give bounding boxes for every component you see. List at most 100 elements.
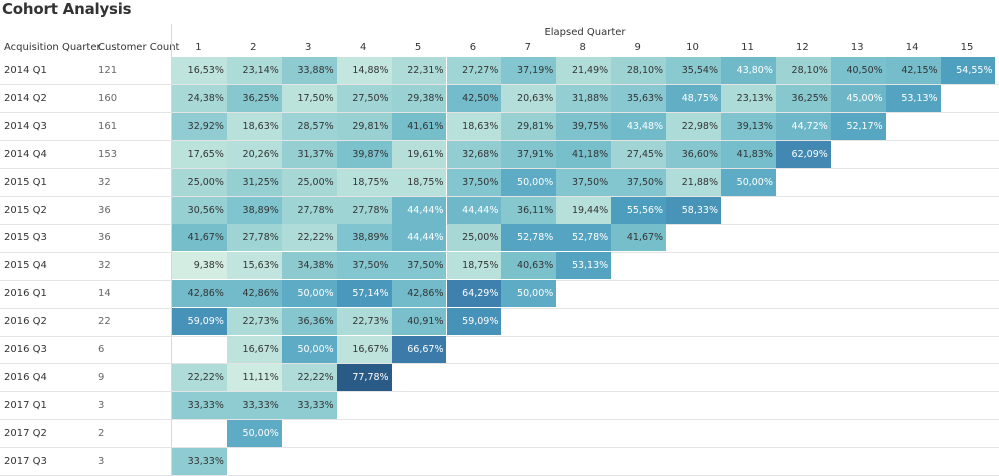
acquisition-quarter-label: 2015 Q1 — [4, 176, 47, 188]
row-divider — [0, 447, 999, 449]
heatmap-cell: 52,78% — [501, 224, 557, 252]
customer-count-value: 3 — [98, 399, 105, 411]
heatmap-cell: 19,61% — [391, 140, 447, 168]
heatmap-cell: 37,19% — [501, 57, 557, 84]
heatmap-cell: 44,72% — [775, 112, 831, 140]
header-divider — [171, 24, 172, 475]
acquisition-quarter-label: 2016 Q4 — [4, 371, 47, 383]
heatmap-cell: 25,00% — [281, 168, 337, 196]
heatmap-cell: 22,22% — [172, 363, 227, 391]
heatmap-cell: 29,38% — [391, 84, 447, 112]
customer-count-value: 3 — [98, 455, 105, 467]
heatmap-cell: 28,10% — [611, 57, 667, 84]
heatmap-cell: 31,88% — [556, 84, 612, 112]
heatmap-cell: 33,88% — [281, 57, 337, 84]
heatmap-cell: 35,54% — [666, 57, 721, 84]
heatmap-cell: 17,50% — [281, 84, 337, 112]
heatmap-cell: 39,13% — [721, 112, 776, 140]
heatmap-cell: 52,78% — [556, 224, 612, 252]
heatmap-cell: 22,98% — [666, 112, 721, 140]
heatmap-cell: 37,50% — [336, 252, 392, 280]
heatmap-cell: 50,00% — [281, 336, 337, 363]
column-label: 3 — [305, 42, 312, 53]
heatmap-cell: 66,67% — [391, 336, 447, 363]
column-label: 5 — [414, 42, 422, 53]
heatmap-cell: 39,87% — [336, 140, 392, 168]
heatmap-cell: 28,57% — [281, 112, 337, 140]
heatmap-cell: 20,26% — [226, 140, 282, 168]
heatmap-cell: 40,50% — [830, 57, 886, 84]
heatmap-cell: 19,44% — [556, 196, 612, 224]
heatmap-cell: 24,38% — [172, 84, 227, 112]
heatmap-cell: 27,27% — [446, 57, 502, 84]
acquisition-quarter-label: 2017 Q3 — [4, 455, 47, 467]
heatmap-cell: 44,44% — [446, 196, 502, 224]
heatmap-cell: 36,25% — [226, 84, 282, 112]
heatmap-cell: 18,75% — [336, 168, 392, 196]
column-label: 9 — [634, 42, 641, 53]
heatmap-cell: 31,25% — [226, 168, 282, 196]
heatmap-cell: 42,86% — [226, 280, 282, 308]
customer-count-value: 161 — [98, 120, 118, 132]
heatmap-cell: 62,09% — [775, 140, 831, 168]
customer-count-value: 36 — [98, 204, 111, 216]
heatmap-cell: 40,63% — [501, 252, 557, 280]
heatmap-cell: 22,73% — [226, 308, 282, 336]
customer-count-value: 14 — [98, 288, 111, 300]
heatmap-cell: 23,13% — [721, 84, 776, 112]
heatmap-cell: 33,33% — [281, 391, 337, 419]
heatmap-cell: 42,50% — [446, 84, 502, 112]
heatmap-cell: 22,22% — [281, 363, 337, 391]
heatmap-cell: 64,29% — [446, 280, 502, 308]
heatmap-cell: 44,44% — [391, 196, 447, 224]
heatmap-cell: 50,00% — [281, 280, 337, 308]
column-label: 8 — [579, 42, 586, 53]
heatmap-cell: 27,78% — [281, 196, 337, 224]
acquisition-quarter-label: 2014 Q1 — [4, 65, 47, 76]
heatmap-cell: 53,13% — [885, 84, 941, 112]
heatmap-cell: 41,67% — [611, 224, 667, 252]
heatmap-cell: 37,50% — [556, 168, 612, 196]
heatmap-cell: 55,56% — [611, 196, 667, 224]
customer-count-value: 32 — [98, 176, 111, 188]
heatmap-cell: 41,61% — [391, 112, 447, 140]
heatmap-cell: 35,63% — [611, 84, 667, 112]
customer-count-value: 9 — [98, 371, 105, 383]
heatmap-cell: 20,63% — [501, 84, 557, 112]
heatmap-cell: 21,88% — [666, 168, 721, 196]
heatmap-cell: 22,22% — [281, 224, 337, 252]
heatmap-cell: 50,00% — [226, 419, 282, 447]
heatmap-cell: 16,67% — [226, 336, 282, 363]
column-label: 6 — [469, 42, 477, 53]
heatmap-cell: 29,81% — [501, 112, 557, 140]
heatmap-cell: 45,00% — [830, 84, 886, 112]
heatmap-cell: 29,81% — [336, 112, 392, 140]
customer-count-value: 6 — [98, 344, 105, 355]
column-label: 14 — [905, 42, 919, 53]
heatmap-cell: 41,67% — [172, 224, 227, 252]
heatmap-cell: 50,00% — [501, 168, 557, 196]
heatmap-cell: 59,09% — [446, 308, 502, 336]
heatmap-cell: 77,78% — [336, 363, 392, 391]
acquisition-quarter-label: 2017 Q1 — [4, 399, 47, 411]
heatmap-cell: 37,91% — [501, 140, 557, 168]
acquisition-quarter-label: 2016 Q2 — [4, 316, 47, 328]
heatmap-cell: 37,50% — [611, 168, 667, 196]
acquisition-quarter-label: 2014 Q4 — [4, 148, 47, 160]
heatmap-cell: 11,11% — [226, 363, 282, 391]
heatmap-cell: 32,92% — [172, 112, 227, 140]
heatmap-cell: 18,63% — [446, 112, 502, 140]
heatmap-cell: 33,33% — [172, 391, 227, 419]
acquisition-quarter-label: 2015 Q3 — [4, 232, 47, 244]
heatmap-cell: 57,14% — [336, 280, 392, 308]
heatmap-cell: 32,68% — [446, 140, 502, 168]
column-label: 4 — [359, 42, 367, 53]
column-label: 13 — [850, 42, 864, 53]
heatmap-cell: 50,00% — [501, 280, 557, 308]
heatmap-cell: 37,50% — [446, 168, 502, 196]
row-divider — [0, 419, 999, 421]
acquisition-quarter-header: Acquisition Quarter — [4, 42, 101, 53]
row-divider — [0, 391, 999, 393]
heatmap-cell: 43,48% — [611, 112, 667, 140]
heatmap-cell: 27,50% — [336, 84, 392, 112]
